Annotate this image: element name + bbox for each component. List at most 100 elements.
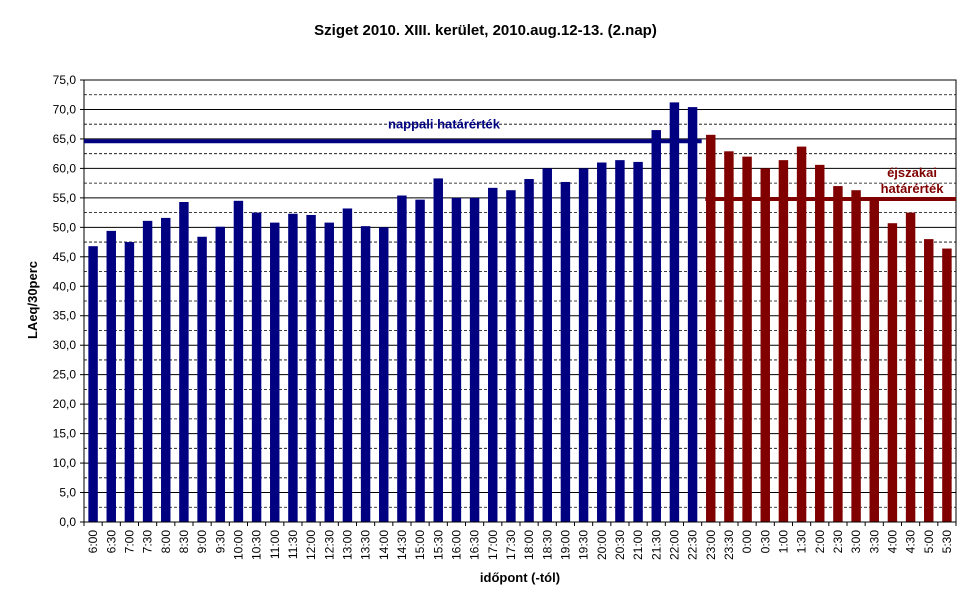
bar (778, 160, 789, 522)
x-tick-label: 12:00 (304, 530, 318, 560)
x-tick-label: 2:00 (813, 530, 827, 554)
x-tick-label: 2:30 (831, 530, 845, 554)
bar (179, 201, 189, 522)
y-tick-label: 30,0 (53, 338, 77, 352)
y-tick-label: 70,0 (53, 102, 77, 116)
bar (306, 214, 316, 522)
x-tick-label: 18:00 (522, 530, 536, 560)
bar (197, 236, 207, 522)
y-tick-label: 20,0 (53, 397, 77, 411)
bar (905, 212, 916, 522)
bar (415, 199, 425, 522)
bar (942, 248, 952, 523)
x-tick-label: 11:00 (268, 530, 282, 559)
x-tick-label: 13:00 (340, 530, 354, 560)
bar (633, 161, 643, 522)
bar (142, 220, 153, 523)
bar (288, 213, 298, 522)
y-tick-label: 40,0 (53, 279, 77, 293)
x-tick-label: 4:00 (885, 530, 899, 554)
x-tick-label: 18:30 (540, 530, 554, 560)
bar (615, 160, 625, 522)
bar (706, 134, 716, 523)
bar (360, 226, 371, 522)
x-tick-label: 9:30 (213, 530, 227, 554)
x-tick-label: 0:00 (740, 530, 754, 554)
bar (106, 230, 116, 523)
y-tick-label: 65,0 (53, 132, 77, 146)
x-tick-label: 11:30 (286, 530, 300, 559)
threshold-label-night: határérték (881, 181, 945, 196)
x-tick-label: 12:30 (322, 530, 336, 560)
bar (342, 208, 353, 522)
bar (815, 164, 825, 522)
x-tick-label: 0:30 (758, 530, 772, 554)
x-tick-label: 4:30 (904, 530, 918, 554)
bar (251, 212, 262, 522)
bar (451, 197, 462, 522)
x-tick-label: 16:30 (468, 530, 482, 560)
bar (233, 200, 244, 522)
x-tick-label: 14:30 (395, 530, 409, 560)
y-tick-label: 5,0 (59, 486, 76, 500)
bar (742, 156, 752, 522)
x-tick-label: 19:00 (558, 530, 572, 560)
bar (88, 246, 98, 522)
bar (469, 197, 480, 522)
x-tick-label: 8:30 (177, 530, 191, 554)
bar-layer (88, 102, 952, 523)
bar (560, 181, 571, 523)
bar (488, 187, 498, 522)
x-tick-label: 5:00 (922, 530, 936, 554)
threshold-label-night: éjszakai (887, 165, 937, 180)
x-axis-title: időpont (-tól) (480, 570, 560, 585)
x-tick-label: 21:00 (631, 530, 645, 560)
bar (506, 190, 516, 523)
bar (397, 195, 407, 522)
bar (924, 239, 934, 522)
bar (215, 226, 225, 522)
bar (651, 130, 661, 523)
x-tick-label: 9:00 (195, 530, 209, 554)
x-tick-label: 20:30 (613, 530, 627, 560)
x-tick-label: 16:00 (449, 530, 463, 560)
bar (597, 162, 607, 523)
bar (724, 151, 734, 522)
y-tick-label: 45,0 (53, 250, 77, 264)
x-tick-label: 15:30 (431, 530, 445, 560)
bar (796, 146, 807, 522)
y-tick-label: 60,0 (53, 161, 77, 175)
x-tick-label: 14:00 (377, 530, 391, 560)
x-tick-label: 1:30 (795, 530, 809, 554)
bar (833, 186, 843, 522)
x-tick-label: 7:00 (122, 530, 136, 554)
x-tick-label: 3:30 (867, 530, 881, 554)
grid-layer (83, 79, 957, 523)
y-tick-label: 0,0 (59, 515, 76, 529)
x-tick-label: 17:00 (486, 530, 500, 560)
bar (851, 190, 861, 523)
x-tick-label: 6:00 (86, 530, 100, 554)
x-tick-label: 7:30 (141, 530, 155, 554)
bar (578, 168, 589, 522)
x-tick-label: 13:30 (359, 530, 373, 560)
x-tick-label: 23:30 (722, 530, 736, 560)
bar (687, 107, 698, 522)
axis-layer: 0,0 5,0 10,0 15,0 20,0 25,0 30,0 35,0 40,0 45,0 50… (53, 73, 957, 560)
x-tick-label: 22:00 (667, 530, 681, 560)
x-tick-label: 6:30 (104, 530, 118, 554)
y-tick-label: 10,0 (53, 456, 77, 470)
threshold-label-day: nappali határérték (388, 116, 501, 131)
y-tick-label: 15,0 (53, 427, 77, 441)
bar (524, 179, 534, 522)
bar (869, 197, 879, 522)
x-tick-label: 8:00 (159, 530, 173, 554)
x-tick-label: 23:00 (704, 530, 718, 560)
x-tick-label: 5:30 (940, 530, 954, 554)
x-tick-label: 19:30 (577, 530, 591, 560)
x-tick-label: 17:30 (504, 530, 518, 560)
bar (161, 217, 171, 523)
bar (270, 222, 280, 523)
